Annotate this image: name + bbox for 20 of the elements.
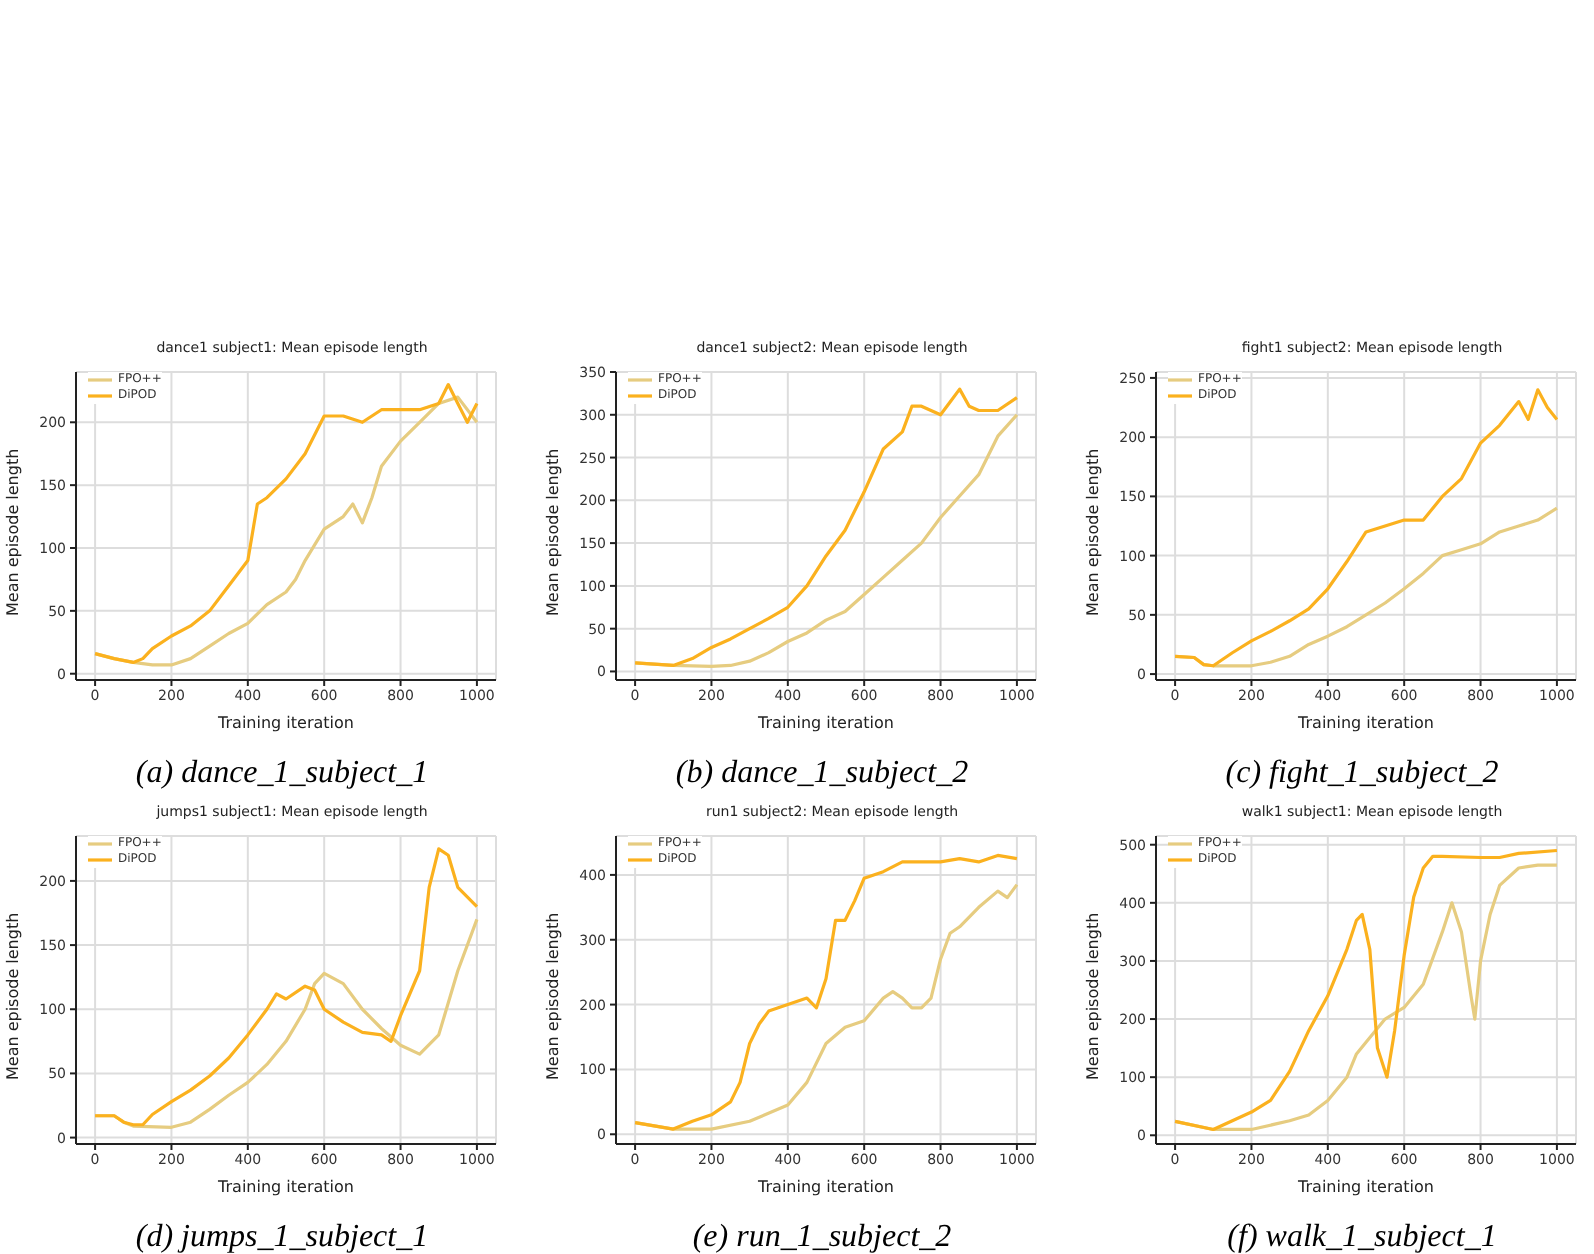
text: (f) walk_1_subject_1 — [1225, 1220, 1499, 1254]
x-axis-title: Training iteration — [756, 714, 894, 732]
text: (e) run_1_subject_2 — [690, 1220, 954, 1254]
text: (b) dance_1_subject_2 — [673, 756, 971, 792]
y-axis-title: Mean episode length — [543, 448, 562, 616]
x-axis-title: Training iteration — [216, 1178, 354, 1196]
text: (d) jumps_1_subject_1 — [133, 1220, 431, 1254]
y-axis-title: Mean episode length — [3, 912, 22, 1080]
y-axis-title: Mean episode length — [543, 912, 562, 1080]
line-series — [1173, 388, 1559, 668]
text: (a) dance_1_subject_1 — [133, 756, 431, 792]
x-axis-title: Training iteration — [756, 1178, 894, 1196]
x-axis-title: Training iteration — [1296, 714, 1434, 732]
text: (c) fight_1_subject_2 — [1223, 756, 1501, 792]
y-axis-title: Mean episode length — [1083, 448, 1102, 616]
y-axis-title: Mean episode length — [3, 448, 22, 616]
line-series — [93, 847, 479, 1127]
x-axis-title: Training iteration — [216, 714, 354, 732]
y-axis-title: Mean episode length — [1083, 912, 1102, 1080]
x-axis-title: Training iteration — [1296, 1178, 1434, 1196]
